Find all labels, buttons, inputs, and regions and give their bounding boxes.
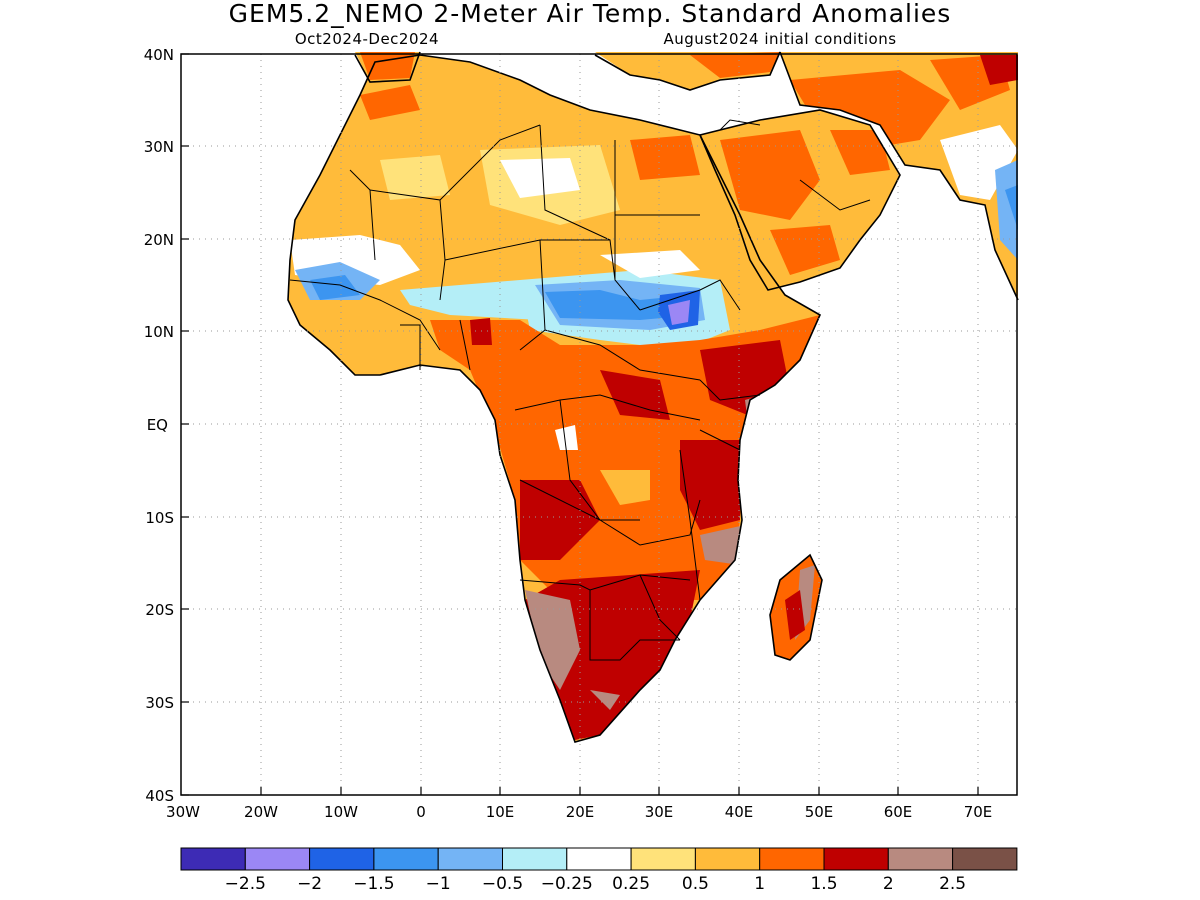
chart-title: GEM5.2_NEMO 2-Meter Air Temp. Standard A… [229, 0, 952, 28]
colorbar: −2.5 −2 −1.5 −1 −0.5 −0.25 0.25 0.5 1 1.5 2 2.5 [180, 847, 1018, 894]
latitude-labels: 40N 30N 20N 10N EQ 10S 20S 30S 40S [144, 46, 174, 805]
colorbar-labels: −2.5 −2 −1.5 −1 −0.5 −0.25 0.25 0.5 1 1.5 2 2.5 [225, 874, 966, 894]
colorbar-label: −1.5 [353, 874, 394, 894]
lat-label: 40S [145, 787, 174, 805]
colorbar-swatch [759, 847, 825, 871]
colorbar-swatch [566, 847, 632, 871]
colorbar-swatch [823, 847, 889, 871]
lat-label: 20S [145, 601, 174, 619]
lat-label: 10S [145, 509, 174, 527]
lat-label: 30S [145, 694, 174, 712]
lon-label: 60E [884, 803, 913, 821]
country-borders [289, 119, 871, 661]
colorbar-swatch [437, 847, 504, 871]
lon-label: 30W [166, 803, 200, 821]
arabia-anomaly-field [700, 110, 900, 290]
colorbar-label: 1 [754, 874, 765, 894]
longitude-labels: 30W 20W 10W 0 10E 20E 30E 40E 50E 60E 70… [166, 803, 992, 821]
lon-label: 70E [964, 803, 993, 821]
axis-ticks [181, 53, 979, 796]
colorbar-swatch [309, 847, 375, 871]
colorbar-swatch [502, 847, 568, 871]
lon-label: 10E [486, 803, 515, 821]
colorbar-boxes [180, 847, 1018, 871]
colorbar-swatch [630, 847, 696, 871]
lon-label: 50E [805, 803, 834, 821]
colorbar-swatch [373, 847, 439, 871]
colorbar-label: −2.5 [225, 874, 266, 894]
colorbar-label: −1 [426, 874, 451, 894]
colorbar-label: −0.5 [482, 874, 523, 894]
lat-label: 20N [144, 231, 174, 249]
colorbar-swatch [694, 847, 761, 871]
lat-label: EQ [147, 416, 168, 434]
gridlines [181, 54, 1017, 795]
lon-label: 20W [244, 803, 278, 821]
lat-label: 30N [144, 138, 174, 156]
lon-label: 20E [566, 803, 595, 821]
colorbar-label: 2 [883, 874, 894, 894]
colorbar-label: 1.5 [810, 874, 837, 894]
lon-label: 40E [725, 803, 754, 821]
colorbar-swatch [180, 847, 246, 871]
colorbar-label: 0.5 [682, 874, 709, 894]
colorbar-label: −0.25 [541, 874, 593, 894]
lon-label: 10W [324, 803, 358, 821]
colorbar-label: −2 [297, 874, 322, 894]
lon-label: 30E [645, 803, 674, 821]
lat-label: 10N [144, 323, 174, 341]
coastlines [287, 51, 1019, 743]
colorbar-label: 0.25 [612, 874, 650, 894]
colorbar-swatch [244, 847, 311, 871]
colorbar-label: 2.5 [939, 874, 966, 894]
lon-label: 0 [416, 803, 426, 821]
colorbar-swatch [952, 847, 1018, 871]
map-panel [180, 51, 1019, 796]
subtitle-period: Oct2024-Dec2024 [295, 30, 439, 48]
subtitle-init: August2024 initial conditions [663, 30, 896, 48]
lat-label: 40N [144, 46, 174, 64]
colorbar-swatch [887, 847, 954, 871]
